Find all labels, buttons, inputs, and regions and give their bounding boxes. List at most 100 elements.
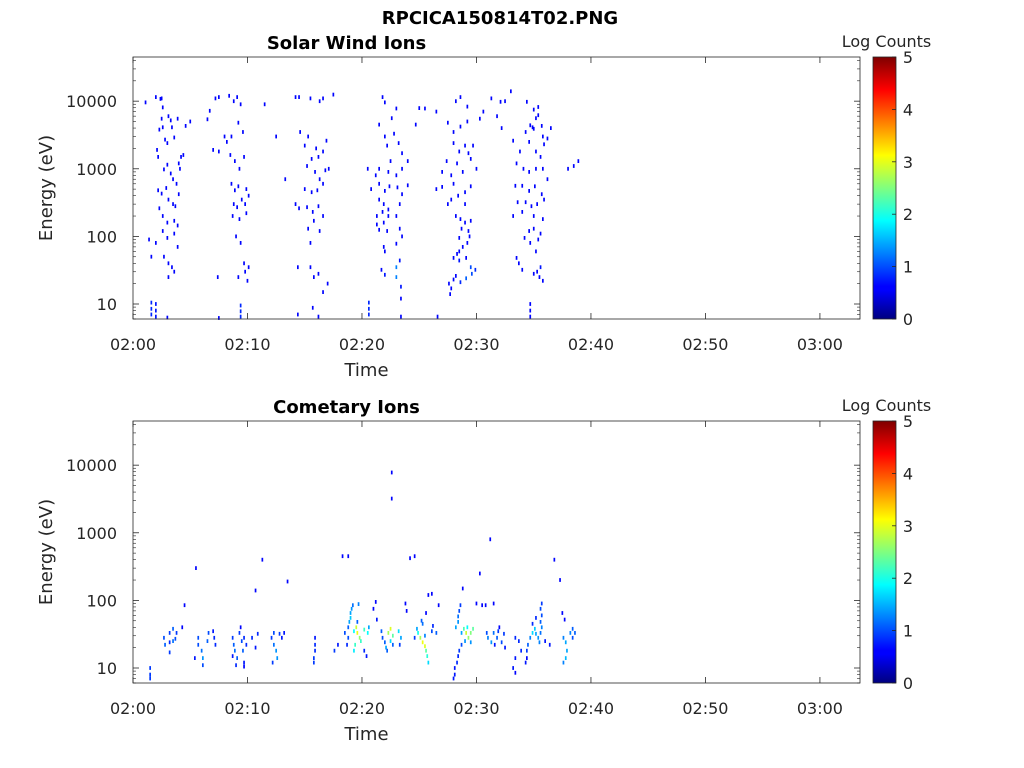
heatmap-cell (387, 207, 390, 212)
heatmap-cell (243, 155, 245, 159)
heatmap-cell (398, 226, 401, 231)
heatmap-cell (382, 220, 385, 225)
heatmap-cell (458, 648, 461, 653)
heatmap-cell (149, 666, 151, 670)
heatmap-cell (468, 234, 471, 239)
x-tick-label: 03:00 (797, 699, 843, 718)
x-tick-label: 02:20 (339, 699, 385, 718)
heatmap-cell (500, 640, 503, 645)
heatmap-cell (474, 267, 477, 272)
heatmap-cell (452, 277, 455, 282)
heatmap-cell (539, 620, 542, 624)
heatmap-cell (571, 626, 574, 631)
heatmap-cell (395, 173, 398, 178)
heatmap-cell (368, 625, 370, 630)
heatmap-cell (542, 134, 544, 139)
colorbar-tick-label: 3 (903, 517, 913, 536)
heatmap-cell (457, 614, 459, 619)
heatmap-cell (318, 99, 321, 104)
heatmap-cell (450, 197, 453, 202)
heatmap-cell (489, 537, 492, 542)
heatmap-cell (529, 123, 532, 128)
heatmap-cell (231, 635, 234, 640)
heatmap-cell (223, 134, 226, 139)
heatmap-cell (322, 181, 324, 186)
heatmap-cell (500, 126, 503, 130)
heatmap-cell (572, 164, 575, 168)
heatmap-cell (527, 642, 529, 647)
heatmap-cell (504, 645, 506, 650)
colorbar-tick-label: 1 (903, 258, 913, 277)
heatmap-cell (539, 631, 542, 635)
heatmap-cell (441, 170, 443, 174)
heatmap-cell (522, 166, 525, 171)
heatmap-cell (234, 188, 236, 193)
heatmap-cell (397, 629, 400, 634)
heatmap-cell (458, 149, 461, 154)
heatmap-cell (166, 162, 169, 167)
heatmap-cell (303, 187, 306, 191)
y-tick-label: 10 (97, 295, 117, 314)
heatmap-cell (479, 571, 481, 576)
heatmap-cell (382, 245, 385, 249)
heatmap-cell (518, 261, 520, 266)
heatmap-cell (286, 579, 289, 584)
heatmap-cell (538, 275, 541, 279)
heatmap-cell (150, 300, 153, 305)
heatmap-cell (316, 188, 319, 193)
heatmap-cell (166, 220, 169, 225)
heatmap-cell (348, 620, 351, 624)
heatmap-cell (297, 312, 299, 317)
heatmap-cell (243, 664, 245, 669)
heatmap-cell (245, 187, 248, 191)
heatmap-cell (294, 95, 297, 99)
heatmap-cell (194, 656, 196, 660)
heatmap-cell (270, 635, 273, 640)
heatmap-cell (437, 603, 440, 608)
heatmap-cell (464, 639, 466, 643)
heatmap-cell (458, 249, 461, 254)
heatmap-cell (469, 640, 472, 645)
heatmap-cell (435, 109, 438, 114)
heatmap-cell (309, 241, 312, 245)
heatmap-cell (485, 631, 488, 635)
colorbar-tick-label: 5 (903, 48, 913, 67)
colorbar-label: Log Counts (842, 32, 932, 51)
heatmap-cell (387, 214, 390, 218)
heatmap-cell (166, 236, 169, 240)
heatmap-cell (435, 187, 438, 191)
heatmap-cell (472, 143, 474, 148)
heatmap-cell (460, 226, 463, 231)
heatmap-cell (450, 173, 453, 178)
heatmap-cell (173, 218, 176, 223)
x-tick-label: 02:30 (453, 335, 499, 354)
heatmap-cell (464, 143, 466, 148)
heatmap-cell (459, 95, 462, 99)
heatmap-cell (355, 625, 358, 630)
heatmap-cell (532, 107, 535, 112)
heatmap-cell (307, 226, 309, 231)
heatmap-cell (384, 134, 386, 139)
heatmap-cell (341, 554, 344, 559)
heatmap-cell (384, 100, 386, 105)
heatmap-cell (521, 267, 524, 272)
heatmap-cell (237, 184, 240, 189)
heatmap-cell (455, 274, 457, 278)
heatmap-cell (514, 635, 517, 640)
heatmap-cell (571, 635, 574, 640)
heatmap-cell (535, 149, 537, 154)
heatmap-cell (322, 96, 324, 101)
heatmap-cell (404, 601, 407, 606)
heatmap-cell (524, 130, 527, 134)
heatmap-cell (239, 241, 242, 245)
heatmap-cell (546, 136, 549, 141)
heatmap-cell (325, 138, 328, 143)
heatmap-cell (326, 281, 329, 286)
heatmap-cell (174, 636, 177, 641)
heatmap-cell (239, 625, 242, 630)
heatmap-cell (239, 309, 242, 314)
heatmap-cell (212, 148, 214, 152)
heatmap-cell (276, 656, 279, 660)
heatmap-cell (401, 151, 403, 156)
heatmap-cell (452, 181, 455, 186)
